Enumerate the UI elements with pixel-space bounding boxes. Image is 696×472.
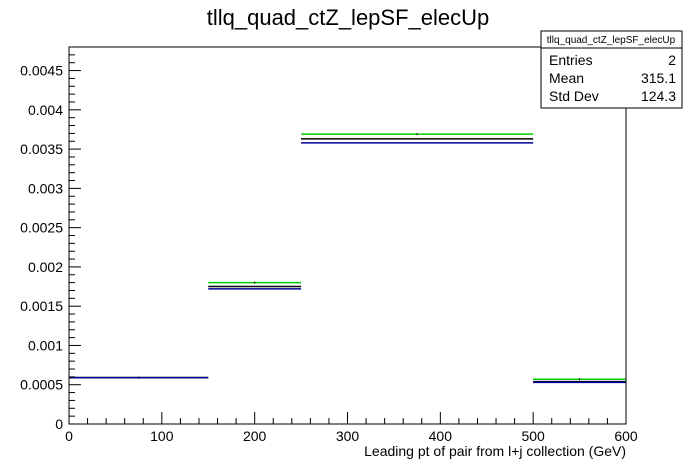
stats-box-frame bbox=[540, 30, 683, 109]
y-tick-label: 0.0035 bbox=[20, 141, 63, 157]
x-tick-label: 300 bbox=[336, 428, 360, 444]
stats-stddev-label: Std Dev bbox=[549, 88, 599, 104]
stats-stddev-value: 124.3 bbox=[641, 88, 676, 104]
y-tick-label: 0.004 bbox=[28, 102, 63, 118]
x-axis-title: Leading pt of pair from l+j collection (… bbox=[364, 443, 626, 459]
stats-box: tllq_quad_ctZ_lepSF_elecUp Entries 2 Mea… bbox=[540, 30, 683, 109]
histogram-bars bbox=[69, 133, 626, 384]
y-tick-label: 0.003 bbox=[28, 180, 63, 196]
stats-box-name: tllq_quad_ctZ_lepSF_elecUp bbox=[547, 35, 676, 46]
x-tick-label: 600 bbox=[614, 428, 638, 444]
y-tick-label: 0.001 bbox=[28, 337, 63, 353]
y-tick-label: 0.0045 bbox=[20, 63, 63, 79]
y-tick-label: 0.0015 bbox=[20, 298, 63, 314]
axis-ticks bbox=[68, 46, 627, 425]
x-tick-label: 500 bbox=[521, 428, 545, 444]
x-tick-label: 200 bbox=[243, 428, 267, 444]
chart-title: tllq_quad_ctZ_lepSF_elecUp bbox=[207, 5, 490, 30]
stats-entries-label: Entries bbox=[549, 52, 593, 68]
y-tick-label: 0.002 bbox=[28, 259, 63, 275]
x-tick-label: 100 bbox=[150, 428, 174, 444]
y-tick-label: 0 bbox=[55, 416, 63, 432]
x-tick-label: 400 bbox=[429, 428, 453, 444]
y-tick-label: 0.0025 bbox=[20, 220, 63, 236]
x-tick-label: 0 bbox=[65, 428, 73, 444]
stats-mean-value: 315.1 bbox=[641, 70, 676, 86]
axis-tick-labels: 0 100 200 300 400 500 600 0 0.0005 0.001 0.0015 0.0… bbox=[20, 63, 638, 444]
stats-entries-value: 2 bbox=[668, 52, 676, 68]
stats-mean-label: Mean bbox=[549, 70, 584, 86]
y-tick-label: 0.0005 bbox=[20, 377, 63, 393]
